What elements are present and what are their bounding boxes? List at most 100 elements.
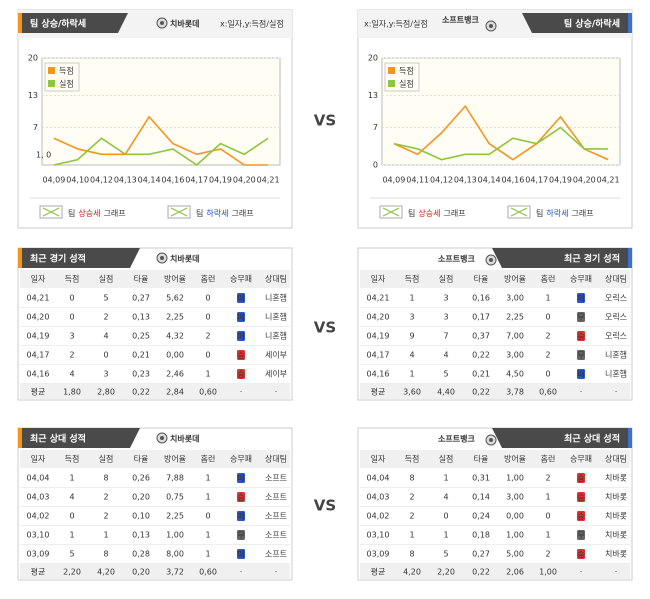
- cell: 0,21: [472, 370, 490, 379]
- series-line: [393, 104, 609, 161]
- cell: 04,04: [367, 474, 390, 483]
- cell: 1: [545, 493, 550, 502]
- cell: 3,00: [506, 351, 524, 360]
- cell: 04,16: [27, 370, 50, 379]
- average-cell: 0,60: [539, 388, 557, 397]
- legend-text-part: 하락세: [206, 208, 228, 218]
- header-accent: [628, 428, 632, 448]
- cell: 5,62: [166, 294, 184, 303]
- average-cell: 평균: [31, 567, 46, 577]
- cell: 5: [103, 294, 108, 303]
- result-icon: [577, 530, 585, 540]
- y-tick-label: 7: [33, 123, 38, 132]
- average-cell: ·: [615, 568, 618, 577]
- cell: 1: [205, 370, 210, 379]
- cell: 0,75: [166, 493, 184, 502]
- x-tick-label: 04,11: [406, 176, 429, 185]
- legend-label: 득점: [399, 66, 414, 76]
- cell: 2: [409, 493, 414, 502]
- column-header: 상대팀: [265, 274, 287, 284]
- cell: 8: [103, 474, 108, 483]
- cell: 4: [443, 493, 448, 502]
- average-cell: 1,80: [63, 388, 81, 397]
- cell: 오릭스: [605, 293, 627, 303]
- result-icon: [577, 511, 585, 521]
- legend-swatch: [48, 67, 55, 74]
- cell: 0: [545, 512, 550, 521]
- cell: 0: [443, 512, 448, 521]
- result-icon: [577, 549, 585, 559]
- column-header: 일자: [31, 275, 46, 284]
- cell: 치바롯: [605, 530, 627, 540]
- cell: 1: [409, 294, 414, 303]
- header-accent: [18, 13, 22, 33]
- cell: 소프트: [265, 474, 287, 483]
- column-header: 타율: [134, 275, 149, 284]
- header-bar: [522, 13, 632, 33]
- legend-text-part: 그래프: [571, 209, 593, 218]
- legend-icon: [42, 207, 60, 217]
- average-cell: 2,84: [166, 388, 184, 397]
- series-line: [393, 126, 609, 161]
- cell: 0,13: [132, 531, 150, 540]
- result-text: 무: [577, 531, 584, 540]
- column-header: 방어율: [164, 454, 186, 464]
- cell: 2: [545, 332, 550, 341]
- average-cell: ·: [240, 388, 243, 397]
- average-row: [360, 564, 630, 579]
- legend-text-part: 그래프: [231, 209, 253, 218]
- team-name: 소프트뱅크: [438, 434, 475, 444]
- series-line: [53, 115, 269, 166]
- cell: 3: [443, 294, 448, 303]
- result-text: 승: [577, 493, 584, 502]
- cell: 0: [205, 294, 210, 303]
- cell: 니혼햄: [265, 312, 287, 322]
- cell: 2: [103, 313, 108, 322]
- header-title: 최근 상대 성적: [30, 433, 86, 445]
- cell: 1,00: [166, 531, 184, 540]
- column-header: 일자: [371, 275, 386, 284]
- header-title: 팀 상승/하락세: [30, 18, 86, 30]
- result-icon: [237, 331, 245, 341]
- result-text: 패: [237, 511, 244, 521]
- column-header: 타율: [474, 275, 489, 284]
- average-cell: 4,20: [97, 568, 115, 577]
- cell: 니혼햄: [265, 293, 287, 303]
- cell: 1,00: [506, 531, 524, 540]
- cell: 04,20: [27, 313, 50, 322]
- header-title: 최근 경기 성적: [30, 253, 86, 265]
- column-header: 홈런: [541, 274, 556, 284]
- average-cell: ·: [275, 388, 278, 397]
- y-tick-label: 20: [368, 54, 378, 63]
- column-header: 실점: [439, 454, 454, 464]
- average-cell: 2,80: [97, 388, 115, 397]
- header-bar: [18, 428, 140, 448]
- cell: 오릭스: [605, 312, 627, 322]
- x-tick-label: 04,19: [549, 176, 572, 185]
- header-title: 팀 상승/하락세: [564, 18, 620, 30]
- cell: 2: [545, 474, 550, 483]
- x-tick-label: 04,16: [161, 176, 184, 185]
- result-icon: [237, 369, 245, 379]
- result-icon: [237, 473, 245, 483]
- result-icon: [577, 473, 585, 483]
- column-header: 타율: [474, 455, 489, 464]
- header-bar: [492, 248, 632, 268]
- cell: 소프트: [265, 531, 287, 540]
- x-tick-label: 04,12: [430, 176, 453, 185]
- team-logo: [489, 258, 493, 262]
- header-accent: [628, 248, 632, 268]
- average-cell: ·: [580, 568, 583, 577]
- cell: 1: [409, 531, 414, 540]
- y-tick-label: 0: [373, 161, 378, 170]
- cell: 04,19: [27, 332, 50, 341]
- column-header: 득점: [65, 454, 80, 464]
- cell: 03,10: [367, 531, 390, 540]
- column-header: 상대팀: [265, 454, 287, 464]
- average-cell: 4,40: [437, 388, 455, 397]
- column-header: 홈런: [201, 454, 216, 464]
- x-tick-label: 04,19: [209, 176, 232, 185]
- legend-text-part: 상승세: [418, 208, 440, 218]
- cell: 0,31: [472, 474, 490, 483]
- average-cell: 0,22: [472, 568, 490, 577]
